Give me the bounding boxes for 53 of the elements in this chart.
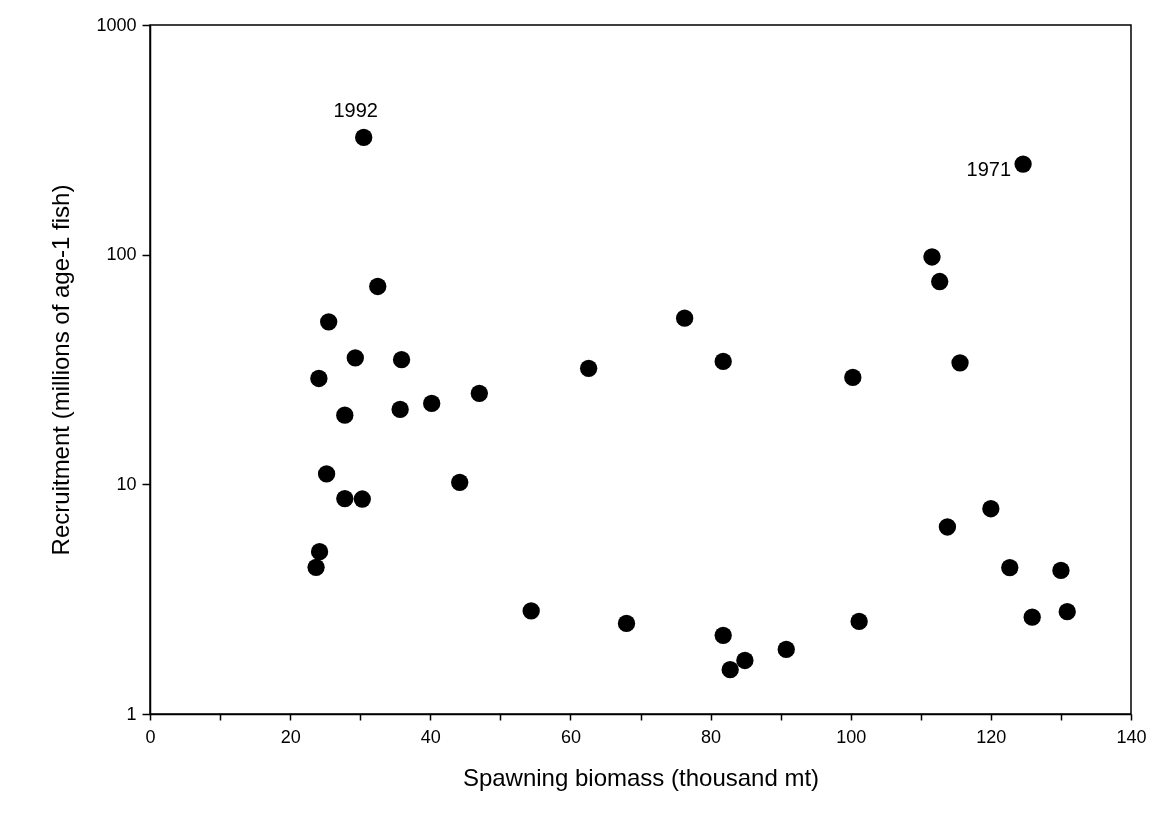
point — [675, 309, 694, 327]
x-axis-title: Spawning biomass (thousand mt) — [462, 763, 820, 791]
point — [844, 368, 862, 387]
point — [850, 612, 868, 631]
point — [470, 384, 488, 402]
point — [951, 354, 969, 372]
y-tick-label: 100 — [106, 244, 137, 265]
point — [931, 272, 949, 291]
x-tick-label: 40 — [420, 726, 441, 747]
x-tick-label: 0 — [145, 726, 156, 747]
point — [579, 359, 598, 377]
point — [369, 277, 387, 296]
annotation: 1992 — [333, 99, 378, 122]
y-axis-title: Recruitment (millions of age-1 fish) — [47, 184, 75, 556]
point — [1001, 558, 1019, 577]
point — [353, 490, 371, 508]
x-tick-label: 20 — [280, 726, 301, 747]
y-tick-label: 1000 — [96, 14, 137, 35]
point — [346, 349, 364, 367]
point — [923, 248, 941, 266]
point — [310, 543, 329, 561]
point — [307, 558, 325, 576]
point — [451, 473, 469, 491]
x-tick-label: 120 — [976, 726, 1007, 747]
point — [355, 128, 373, 147]
point — [392, 351, 411, 369]
point — [714, 352, 732, 371]
point — [317, 465, 336, 483]
y-tick-label: 10 — [116, 473, 137, 494]
point — [320, 313, 338, 331]
point — [522, 602, 540, 620]
x-tick-label: 140 — [1116, 726, 1147, 747]
point — [336, 489, 354, 508]
point — [391, 400, 409, 419]
point — [1014, 155, 1032, 173]
point — [617, 614, 636, 633]
point — [336, 406, 354, 424]
annotation: 1971 — [966, 158, 1012, 181]
point — [982, 500, 1000, 518]
point — [423, 394, 441, 413]
point — [1058, 603, 1076, 621]
point — [938, 518, 957, 536]
x-tick-label: 80 — [701, 726, 722, 747]
x-tick-label: 100 — [836, 726, 867, 747]
point — [1023, 608, 1041, 626]
point — [736, 651, 754, 670]
point — [777, 640, 795, 659]
y-tick-label: 1 — [126, 703, 137, 724]
point — [310, 369, 328, 388]
point — [1052, 561, 1070, 580]
point — [721, 661, 739, 679]
x-tick-label: 60 — [560, 726, 581, 747]
point — [714, 626, 732, 644]
